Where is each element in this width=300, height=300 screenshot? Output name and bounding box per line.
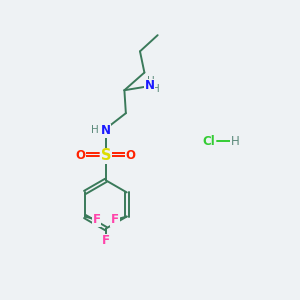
Text: O: O bbox=[76, 149, 86, 162]
Text: Cl: Cl bbox=[202, 135, 215, 148]
Text: O: O bbox=[126, 149, 136, 162]
Text: S: S bbox=[100, 148, 111, 164]
Text: H: H bbox=[147, 76, 155, 85]
Text: F: F bbox=[102, 235, 110, 248]
Text: F: F bbox=[111, 213, 119, 226]
Text: F: F bbox=[93, 213, 101, 226]
Text: H: H bbox=[91, 125, 98, 135]
Text: N: N bbox=[101, 124, 111, 137]
Text: N: N bbox=[144, 79, 154, 92]
Text: H: H bbox=[230, 135, 239, 148]
Text: H: H bbox=[152, 84, 160, 94]
